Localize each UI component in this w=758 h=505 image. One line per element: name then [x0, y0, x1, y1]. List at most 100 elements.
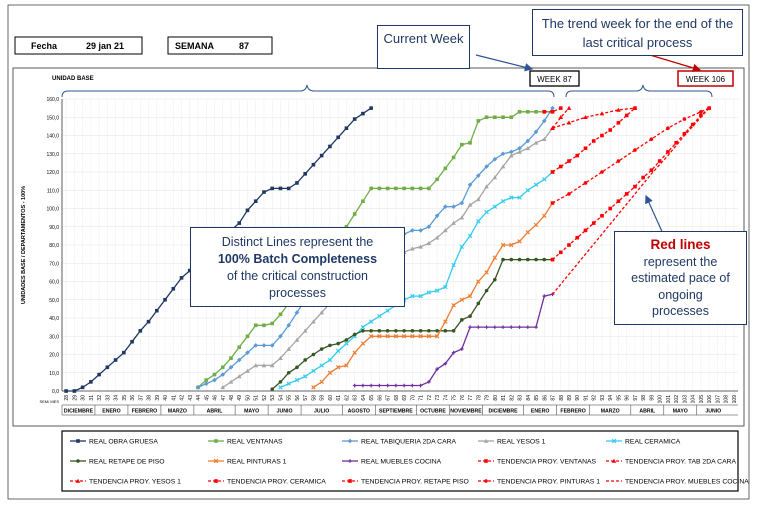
x-tick-label: 68 [394, 395, 400, 401]
data-point [361, 328, 365, 333]
x-tick-label: 58 [311, 395, 317, 401]
y-tick-label: 110,0 [47, 188, 59, 194]
data-point [204, 378, 209, 382]
current-week-arrow [475, 54, 534, 72]
legend-item: TENDENCIA PROY. CERAMICA [208, 479, 326, 486]
data-point [303, 358, 307, 362]
data-point [261, 343, 267, 348]
data-point [212, 377, 217, 383]
data-point [451, 350, 456, 355]
data-point [484, 270, 489, 275]
data-point [509, 195, 514, 200]
series-line [552, 107, 636, 129]
legend-item: REAL OBRA GRUESA [70, 439, 158, 446]
distinct-lines-callout: Distinct Lines represent the 100% Batch … [190, 227, 405, 307]
data-point [624, 192, 629, 196]
legend-label: REAL PINTURAS 1 [227, 459, 287, 466]
series-real-retape-de-piso [270, 257, 555, 391]
data-point [393, 334, 399, 339]
data-point [550, 109, 555, 114]
data-point [533, 129, 539, 135]
data-point [525, 257, 530, 262]
legend-layer: REAL OBRA GRUESA REAL VENTANAS REAL TABIQU… [70, 439, 749, 486]
data-point [443, 166, 448, 171]
y-tick-label: 20,0 [49, 353, 59, 359]
x-tick-label: 103 [682, 395, 688, 404]
data-point [410, 293, 415, 299]
x-tick-label: 40 [163, 395, 169, 401]
data-point [484, 459, 488, 463]
legend-item: TENDENCIA PROY. MUEBLES COCINA [606, 479, 749, 486]
data-point [311, 385, 316, 390]
data-point [311, 319, 316, 324]
data-point [269, 343, 275, 348]
data-point [97, 372, 101, 377]
data-point [278, 385, 283, 390]
current-week-callout: Current Week [377, 25, 470, 69]
data-point [666, 126, 670, 130]
x-tick-label: 63 [353, 395, 359, 401]
data-point [236, 357, 242, 363]
data-point [319, 153, 324, 158]
data-point [484, 288, 489, 293]
x-tick-label: 108 [724, 395, 730, 404]
data-point [335, 365, 341, 370]
x-tick-label: 101 [666, 395, 672, 404]
x-tick-label: 50 [245, 395, 251, 401]
data-point [89, 380, 93, 384]
data-point [220, 385, 226, 390]
data-point [483, 438, 489, 443]
data-point [426, 290, 432, 295]
month-label: FEBRERO [560, 409, 585, 415]
data-point [214, 479, 218, 483]
legend-item: TENDENCIA PROY. PINTURAS 1 [478, 479, 600, 486]
x-tick-label: 42 [180, 395, 186, 401]
data-point [286, 381, 291, 386]
data-point [187, 268, 192, 273]
month-label: MAYO [244, 409, 259, 415]
data-point [674, 141, 678, 145]
y-tick-label: 100,0 [46, 207, 59, 213]
data-point [443, 361, 448, 366]
brace-right [565, 84, 713, 98]
data-point [591, 221, 596, 225]
x-tick-label: 80 [493, 395, 499, 401]
data-point [550, 170, 555, 174]
data-point [245, 350, 250, 355]
data-point [195, 385, 201, 390]
data-point [558, 164, 563, 169]
data-point [476, 325, 481, 329]
distinct-line-3: of the critical construction [226, 269, 369, 283]
data-point [467, 202, 473, 207]
week-87-label: WEEK 87 [537, 75, 572, 84]
distinct-line-1: Distinct Lines represent the [221, 235, 374, 249]
data-point [542, 294, 547, 298]
series-tendencia-proy-ceramica [550, 106, 637, 174]
data-point [75, 478, 81, 483]
red-line-2: represent the [643, 254, 718, 269]
data-point [262, 190, 266, 194]
x-tick-label: 86 [542, 395, 548, 401]
y-tick-label: 140,0 [46, 134, 59, 140]
x-tick-label: 102 [674, 395, 680, 404]
data-point [361, 199, 365, 203]
x-tick-label: 31 [89, 395, 95, 401]
data-point [410, 186, 415, 191]
data-point [608, 128, 613, 132]
series-tendencia-proy-yesos-1 [550, 105, 638, 130]
data-point [443, 204, 448, 209]
data-point [542, 177, 547, 182]
x-tick-label: 77 [468, 395, 474, 401]
data-point [476, 119, 481, 123]
data-point [616, 199, 621, 203]
data-point [567, 243, 571, 247]
data-point [575, 235, 580, 240]
x-tick-label: 89 [567, 395, 573, 401]
data-point [278, 312, 283, 317]
data-point [105, 365, 110, 370]
data-point [690, 122, 695, 127]
data-point [410, 328, 415, 333]
x-tick-label: 79 [485, 395, 491, 401]
month-label: AGOSTO [348, 409, 370, 415]
legend-label: TENDENCIA PROY. MUEBLES COCINA [625, 479, 749, 486]
